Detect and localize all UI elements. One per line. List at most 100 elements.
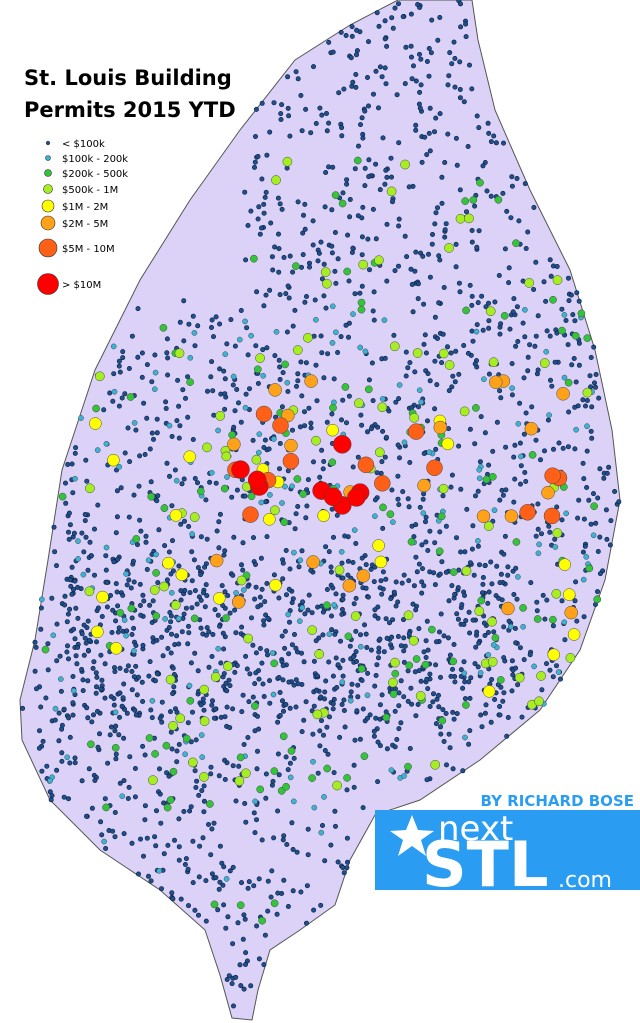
permit-dot bbox=[152, 678, 158, 684]
permit-dot bbox=[514, 596, 520, 602]
permit-dot bbox=[373, 236, 379, 242]
permit-dot bbox=[299, 490, 308, 498]
permit-dot bbox=[93, 690, 99, 696]
permit-dot bbox=[201, 707, 207, 713]
permit-dot bbox=[163, 803, 172, 812]
permit-dot bbox=[279, 633, 285, 639]
permit-dot bbox=[287, 566, 293, 572]
permit-dot bbox=[113, 530, 119, 536]
permit-dot bbox=[474, 629, 480, 635]
permit-dot bbox=[279, 698, 285, 704]
permit-dot bbox=[326, 714, 332, 720]
permit-dot bbox=[266, 678, 272, 684]
permit-dot bbox=[213, 314, 219, 320]
permit-dot bbox=[176, 741, 182, 747]
permit-dot bbox=[269, 868, 275, 874]
permit-dot bbox=[421, 301, 427, 307]
permit-dot bbox=[61, 794, 67, 800]
permit-dot bbox=[67, 734, 73, 740]
permit-dot bbox=[252, 798, 258, 805]
permit-dot bbox=[281, 833, 287, 839]
permit-dot bbox=[339, 560, 345, 566]
permit-dot bbox=[129, 333, 135, 339]
permit-dot bbox=[206, 664, 212, 670]
permit-dot bbox=[382, 454, 388, 460]
permit-dot bbox=[417, 105, 423, 111]
permit-dot bbox=[201, 783, 207, 789]
permit-dot bbox=[379, 591, 385, 597]
permit-dot bbox=[123, 571, 129, 577]
permit-dot bbox=[419, 579, 425, 585]
permit-dot bbox=[452, 84, 458, 90]
permit-dot bbox=[496, 272, 502, 278]
permit-dot bbox=[247, 386, 253, 392]
permit-dot bbox=[70, 687, 77, 694]
permit-dot bbox=[331, 191, 340, 199]
permit-dot bbox=[95, 605, 101, 611]
permit-dot bbox=[461, 99, 467, 105]
permit-dot bbox=[107, 390, 113, 396]
permit-dot bbox=[223, 925, 229, 931]
permit-dot bbox=[433, 420, 448, 435]
permit-dot bbox=[565, 275, 571, 281]
permit-dot bbox=[65, 461, 71, 467]
permit-dot bbox=[455, 616, 461, 622]
permit-dot bbox=[140, 743, 146, 749]
permit-dot bbox=[275, 890, 281, 896]
permit-dot bbox=[396, 502, 402, 508]
permit-dot bbox=[259, 837, 265, 843]
permit-dot bbox=[298, 359, 304, 365]
permit-dot bbox=[243, 950, 249, 956]
permit-dot bbox=[254, 289, 260, 295]
permit-dot bbox=[349, 83, 355, 89]
permit-dot bbox=[303, 332, 313, 343]
permit-dot bbox=[457, 289, 463, 295]
permit-dot bbox=[251, 883, 257, 889]
permit-dot bbox=[298, 264, 304, 270]
permit-dot bbox=[117, 714, 123, 720]
permit-dot bbox=[216, 545, 222, 551]
permit-dot bbox=[413, 78, 419, 84]
permit-dot bbox=[208, 771, 214, 777]
permit-dot bbox=[554, 263, 560, 269]
permit-dot bbox=[165, 674, 176, 685]
permit-dot bbox=[478, 712, 484, 718]
permit-dot bbox=[520, 320, 526, 326]
permit-dot bbox=[501, 601, 515, 616]
permit-dot bbox=[313, 362, 319, 368]
permit-dot bbox=[371, 317, 377, 323]
permit-dot bbox=[217, 843, 223, 849]
permit-dot bbox=[482, 685, 496, 698]
permit-dot bbox=[128, 585, 134, 591]
permit-dot bbox=[552, 544, 559, 550]
permit-dot bbox=[429, 232, 435, 238]
permit-dot bbox=[280, 560, 286, 566]
permit-dot bbox=[154, 498, 160, 504]
permit-dot bbox=[466, 741, 472, 747]
permit-dot bbox=[120, 695, 126, 701]
permit-dot bbox=[402, 643, 408, 649]
permit-dot bbox=[376, 23, 382, 29]
permit-dot bbox=[319, 112, 325, 118]
permit-dot bbox=[215, 411, 226, 421]
permit-dot bbox=[467, 630, 473, 636]
permit-dot bbox=[209, 871, 215, 877]
permit-dot bbox=[371, 289, 377, 295]
permit-dot bbox=[533, 533, 539, 539]
permit-dot bbox=[230, 941, 236, 947]
permit-dot bbox=[581, 516, 587, 522]
permit-dot bbox=[436, 704, 442, 710]
permit-dot bbox=[584, 448, 590, 454]
permit-dot bbox=[537, 457, 543, 463]
permit-dot bbox=[382, 181, 388, 187]
permit-dot bbox=[297, 424, 303, 430]
permit-dot bbox=[187, 590, 193, 596]
permit-dot bbox=[67, 522, 73, 528]
permit-dot bbox=[311, 703, 317, 709]
permit-dot bbox=[424, 618, 430, 624]
permit-dot bbox=[515, 420, 522, 427]
permit-dot bbox=[293, 383, 299, 389]
legend: < $100k$100k - 200k$200k - 500k$500k - 1… bbox=[37, 139, 128, 295]
permit-dot bbox=[173, 477, 180, 484]
permit-dot bbox=[326, 423, 339, 437]
